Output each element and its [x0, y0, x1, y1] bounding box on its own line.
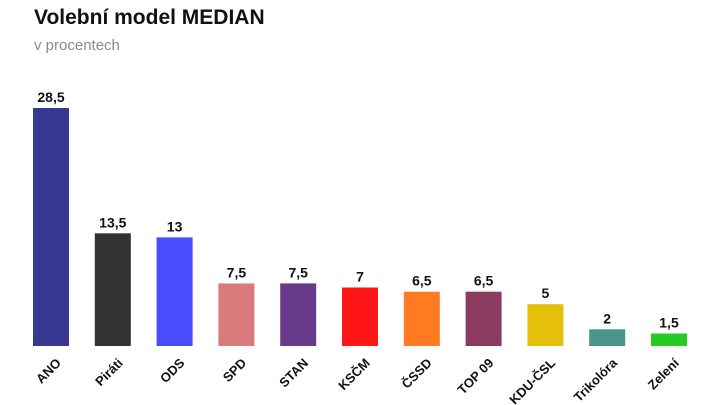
bar-spd — [218, 283, 255, 346]
value-label-ods: 13 — [167, 218, 183, 234]
value-label-kdu-csl: 5 — [542, 285, 550, 301]
value-label-pirati: 13,5 — [99, 214, 126, 230]
category-label-kdu-csl: KDU-ČSL — [506, 355, 558, 405]
category-label-ano: ANO — [33, 355, 64, 386]
bars-group — [33, 108, 687, 346]
value-label-zeleni: 1,5 — [659, 315, 679, 331]
bar-ods — [156, 237, 193, 346]
value-label-spd: 7,5 — [227, 264, 247, 280]
category-label-top-09: TOP 09 — [455, 355, 497, 397]
category-labels-group: ANO Piráti ODS SPD STAN KSČM ČSSD TOP 09 KDU-ČSL… — [33, 355, 682, 405]
bar-trikolora — [589, 329, 626, 346]
category-label-cssd: ČSSD — [399, 355, 435, 391]
value-label-kscm: 7 — [356, 269, 364, 285]
category-label-trikolora: Trikolóra — [571, 355, 621, 405]
value-label-ano: 28,5 — [37, 89, 64, 105]
category-label-kscm: KSČM — [335, 355, 373, 393]
chart-subtitle: v procentech — [34, 37, 120, 54]
bar-kscm — [342, 287, 378, 346]
bar-kdu-csl — [527, 304, 564, 346]
value-labels-group: 28,5 13,5 13 7,5 7,5 7 6,5 6,5 5 2 1,5 — [37, 89, 679, 331]
category-label-pirati: Piráti — [92, 355, 126, 389]
bar-zeleni — [651, 333, 687, 346]
value-label-trikolora: 2 — [603, 310, 611, 326]
chart-title: Volební model MEDIAN — [34, 6, 265, 29]
category-label-ods: ODS — [157, 355, 188, 386]
bar-stan — [280, 283, 317, 346]
category-label-spd: SPD — [220, 355, 250, 385]
bar-cssd — [403, 291, 440, 346]
value-label-stan: 7,5 — [288, 264, 308, 280]
value-label-top-09: 6,5 — [474, 273, 494, 289]
category-label-stan: STAN — [276, 355, 311, 390]
bar-ano — [33, 108, 69, 346]
value-label-cssd: 6,5 — [412, 273, 432, 289]
bar-top-09 — [465, 291, 502, 346]
category-label-zeleni: Zelení — [645, 355, 682, 392]
bar-pirati — [94, 233, 131, 346]
